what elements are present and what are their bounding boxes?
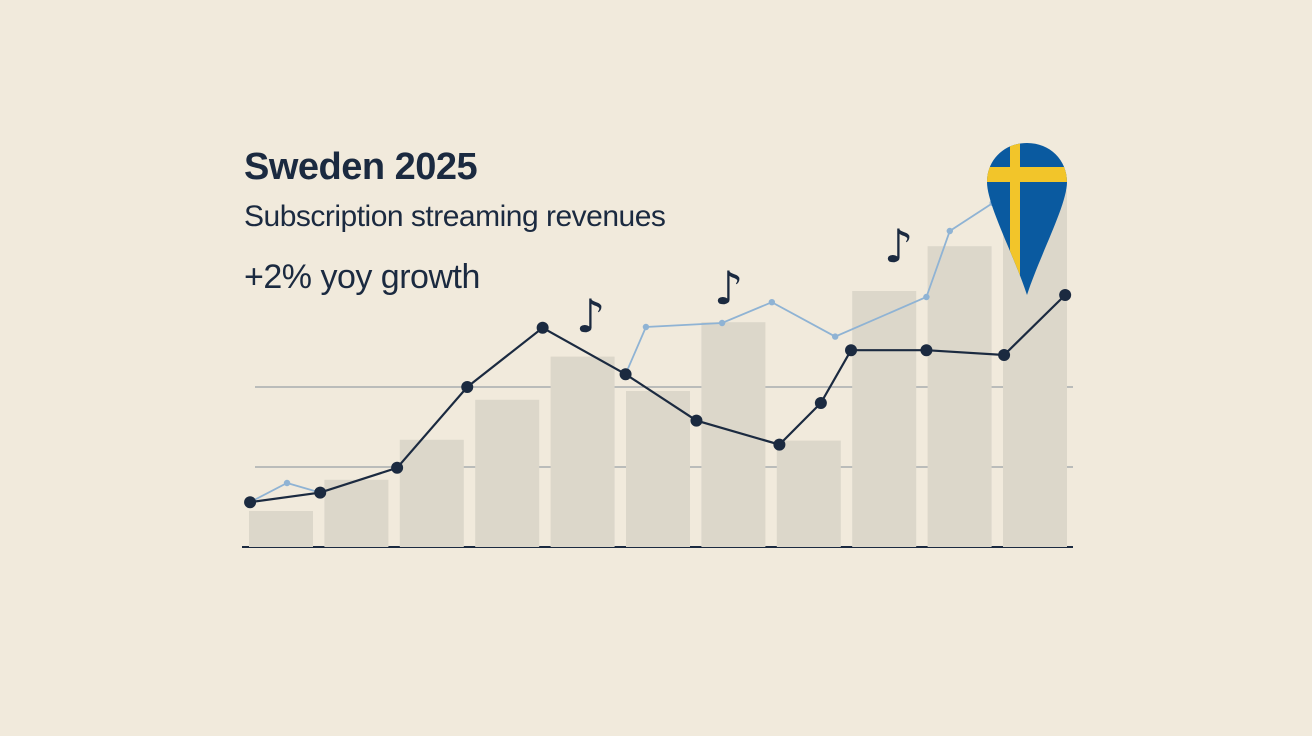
- dark-series-point: [619, 368, 632, 381]
- light-series-point: [946, 227, 953, 235]
- light-series-line: [249, 482, 321, 503]
- light-series-point: [923, 293, 930, 301]
- growth-label: +2% yoy growth: [244, 258, 480, 296]
- dark-series-point: [391, 461, 404, 474]
- light-series-point: [642, 323, 650, 331]
- bar: [550, 356, 615, 547]
- bar: [324, 479, 389, 547]
- dark-series-point: [845, 344, 858, 357]
- light-series-point: [831, 333, 839, 340]
- bar: [626, 391, 690, 547]
- bar: [475, 399, 540, 547]
- light-series-point: [283, 479, 291, 487]
- light-series-point: [718, 319, 726, 327]
- dark-series-point: [690, 414, 703, 427]
- bar: [399, 439, 464, 547]
- dark-series-point: [461, 381, 474, 393]
- bar: [249, 511, 313, 547]
- dark-series-point: [998, 349, 1011, 361]
- dark-series-point: [314, 486, 327, 499]
- bar: [776, 440, 841, 547]
- bar: [852, 291, 917, 547]
- dark-series-point: [773, 438, 786, 451]
- music-note-icon: ♪: [714, 261, 743, 315]
- dark-series-point: [536, 321, 549, 334]
- light-series-line: [624, 202, 994, 375]
- chart-subtitle: Subscription streaming revenues: [244, 200, 666, 233]
- music-note-icon: ♪: [576, 289, 605, 343]
- light-series-point: [768, 299, 776, 306]
- music-note-icon: ♪: [884, 219, 913, 273]
- dark-series-point: [920, 344, 933, 357]
- dark-series-point: [1059, 289, 1072, 301]
- bar: [927, 246, 992, 547]
- dark-series-point: [814, 397, 827, 409]
- dark-series-point: [244, 496, 257, 509]
- chart-title: Sweden 2025: [244, 146, 478, 188]
- bar: [701, 322, 766, 547]
